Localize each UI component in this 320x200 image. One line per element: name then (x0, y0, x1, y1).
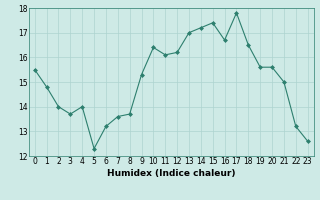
X-axis label: Humidex (Indice chaleur): Humidex (Indice chaleur) (107, 169, 236, 178)
